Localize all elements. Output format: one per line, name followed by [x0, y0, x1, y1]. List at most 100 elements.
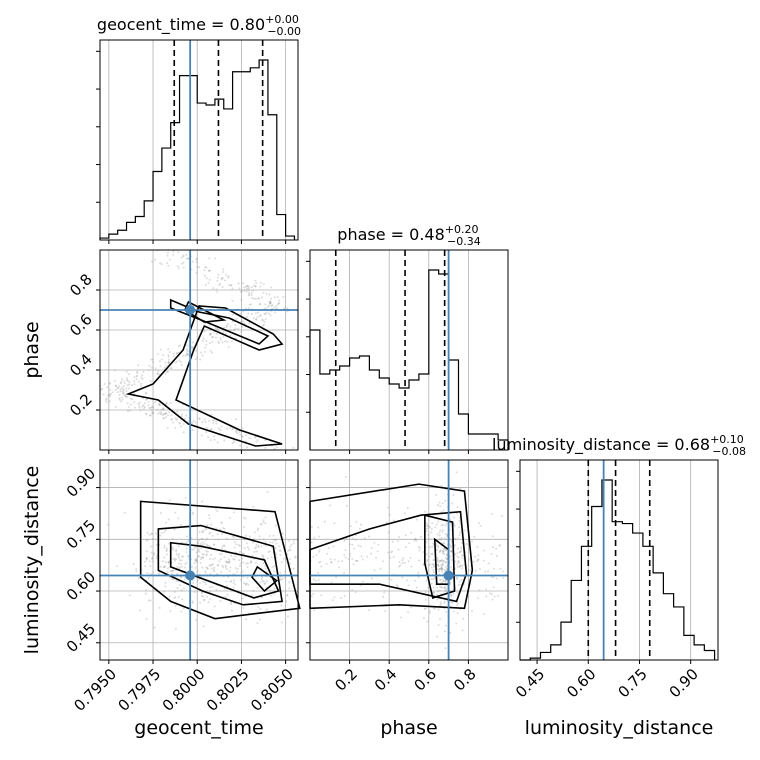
sample-point [285, 600, 288, 603]
sample-point [254, 547, 257, 550]
sample-point [240, 571, 243, 574]
sample-point [233, 329, 236, 332]
sample-point [211, 585, 214, 588]
sample-point [145, 398, 148, 401]
sample-point [220, 547, 223, 550]
sample-point [121, 398, 124, 401]
sample-point [185, 547, 188, 550]
sample-point [234, 327, 237, 330]
sample-point [456, 576, 459, 579]
sample-point [363, 536, 366, 539]
sample-point [163, 556, 166, 559]
sample-point [440, 549, 443, 552]
sample-point [117, 387, 120, 390]
sample-point [216, 276, 219, 279]
sample-point [203, 570, 206, 573]
sample-point [402, 557, 405, 560]
sample-point [452, 592, 455, 595]
sample-point [138, 406, 141, 409]
sample-point [166, 370, 169, 373]
sample-point [213, 438, 216, 441]
sample-point [205, 431, 208, 434]
sample-point [200, 538, 203, 541]
sample-point [183, 418, 186, 421]
sample-point [169, 401, 172, 404]
sample-point [144, 392, 147, 395]
sample-point [94, 389, 96, 391]
sample-point [165, 550, 168, 553]
sample-point [229, 334, 232, 337]
sample-point [163, 590, 166, 593]
sample-point [158, 606, 161, 609]
sample-point [310, 525, 313, 528]
sample-point [337, 560, 340, 563]
sample-point [430, 531, 433, 534]
sample-point [255, 282, 258, 285]
sample-point [229, 325, 232, 328]
title-geocent_time: geocent_time = 0.80+0.00 −0.00 [97, 13, 301, 38]
sample-point [239, 579, 242, 582]
sample-point [438, 589, 441, 592]
sample-point [197, 555, 200, 558]
sample-point [241, 326, 244, 329]
sample-point [303, 596, 305, 598]
sample-point [457, 559, 460, 562]
sample-point [241, 557, 244, 560]
sample-point [450, 550, 453, 553]
sample-point [198, 417, 201, 420]
sample-point [225, 326, 228, 329]
sample-point [163, 366, 166, 369]
sample-point [180, 415, 183, 418]
sample-point [143, 407, 146, 410]
sample-point [148, 533, 151, 536]
sample-point [269, 300, 272, 303]
sample-point [231, 535, 234, 538]
sample-point [223, 279, 226, 282]
sample-point [426, 524, 429, 527]
sample-point [174, 511, 177, 514]
sample-point [201, 537, 204, 540]
sample-point [180, 555, 183, 558]
sample-point [218, 552, 221, 555]
sample-point [172, 557, 175, 560]
sample-point [441, 530, 444, 533]
sample-point [222, 335, 225, 338]
sample-point [208, 269, 211, 272]
sample-point [410, 565, 413, 568]
sample-point [180, 413, 183, 416]
sample-point [352, 563, 355, 566]
sample-point [199, 561, 202, 564]
sample-point [458, 565, 461, 568]
sample-point [212, 543, 215, 546]
sample-point [265, 608, 268, 611]
sample-point [144, 565, 147, 568]
sample-point [170, 418, 173, 421]
sample-point [150, 573, 153, 576]
sample-point [335, 576, 338, 579]
sample-point [214, 327, 217, 330]
sample-point [223, 527, 226, 530]
sample-point [204, 581, 207, 584]
sample-point [106, 386, 109, 389]
sample-point [307, 582, 309, 584]
sample-point [273, 565, 276, 568]
sample-point [234, 583, 237, 586]
sample-point [199, 358, 202, 361]
sample-point [191, 548, 194, 551]
sample-point [210, 413, 213, 416]
sample-point [478, 568, 481, 571]
sample-point [177, 554, 180, 557]
sample-point [299, 561, 301, 563]
sample-point [198, 550, 201, 553]
sample-point [452, 493, 455, 496]
sample-point [279, 575, 282, 578]
sample-point [151, 405, 154, 408]
sample-point [487, 570, 490, 573]
sample-point [214, 508, 217, 511]
sample-point [96, 386, 98, 388]
sample-point [147, 404, 150, 407]
sample-point [220, 571, 223, 574]
sample-point [498, 544, 501, 547]
sample-point [349, 525, 352, 528]
sample-point [165, 364, 168, 367]
